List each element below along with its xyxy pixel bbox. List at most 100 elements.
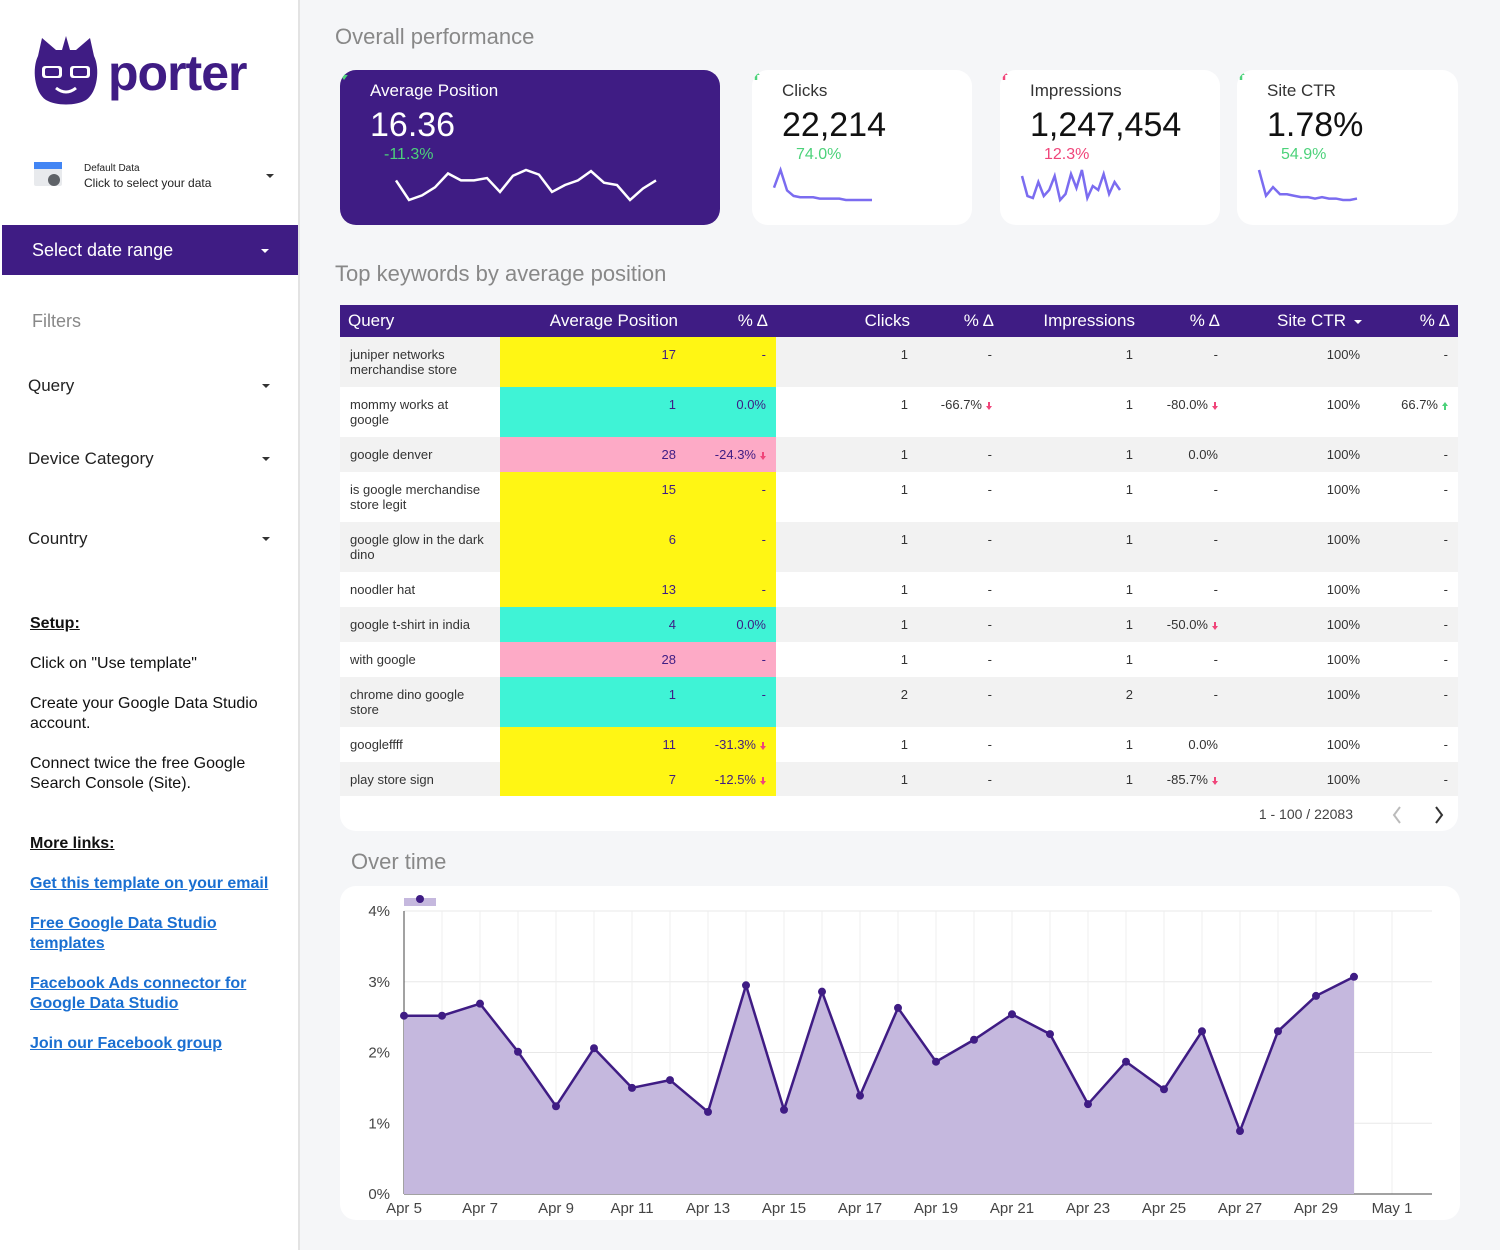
cell-text: - — [761, 582, 766, 597]
filter-dropdown[interactable]: Query — [28, 376, 278, 396]
pager-buttons[interactable] — [1390, 805, 1450, 825]
column-header[interactable]: Site CTR — [1228, 305, 1370, 337]
y-tick-label: 3% — [368, 974, 390, 991]
data-source-action[interactable]: Click to select your data — [84, 176, 212, 190]
table-cell: 1 — [1002, 762, 1143, 796]
cell-text: 1 — [1125, 652, 1133, 667]
table-cell: -31.3% — [686, 727, 776, 762]
arrow-down — [340, 70, 348, 80]
column-label: Site CTR — [1277, 311, 1346, 330]
kpi-label: Impressions — [1030, 81, 1122, 100]
dropdown-caret — [261, 249, 269, 253]
table-cell: 1 — [1002, 727, 1143, 762]
column-header[interactable]: % Δ — [918, 305, 1002, 337]
table-cell: - — [918, 727, 1002, 762]
point — [894, 1003, 902, 1012]
setup-step: Create your Google Data Studio account. — [30, 695, 258, 732]
column-header[interactable]: Impressions — [1002, 305, 1143, 337]
x-tick-label: Apr 19 — [914, 1200, 958, 1217]
kpi-card: Average Position 16.36 -11.3% — [340, 70, 720, 225]
cell-text: - — [1443, 482, 1448, 497]
cell-text: - — [761, 687, 766, 702]
table-cell: - — [686, 572, 776, 607]
cell-text: 1 — [900, 772, 908, 787]
cell-text: -12.5% — [714, 772, 756, 787]
cell-text: 0.0% — [1188, 447, 1218, 462]
arrow-shape — [1212, 401, 1218, 410]
kpi-card: Impressions 1,247,454 12.3% — [1000, 70, 1220, 225]
y-tick-label: 0% — [368, 1186, 390, 1203]
data-source-name: Default Data — [84, 163, 140, 174]
column-header[interactable]: Clicks — [776, 305, 918, 337]
column-header[interactable]: Average Position — [500, 305, 686, 337]
table-cell: google t-shirt in india — [340, 607, 500, 642]
point — [666, 1076, 674, 1085]
column-header[interactable]: % Δ — [1370, 305, 1458, 337]
table-cell: 100% — [1228, 677, 1370, 727]
table-cell: 100% — [1228, 387, 1370, 437]
cell-text: 17 — [661, 347, 676, 362]
cell-text: chrome dino google store — [350, 687, 465, 717]
table-cell: - — [686, 677, 776, 727]
date-range-button[interactable]: Select date range — [2, 225, 298, 275]
side-link[interactable]: Join our Facebook group — [30, 1035, 223, 1052]
cell-text: 100% — [1326, 447, 1360, 462]
arrow-down — [986, 401, 992, 410]
cell-text: 28 — [661, 447, 676, 462]
point — [704, 1107, 712, 1116]
table-cell: - — [1370, 642, 1458, 677]
cell-text: 100% — [1326, 687, 1360, 702]
x-tick-label: Apr 23 — [1066, 1200, 1110, 1217]
table-cell: 100% — [1228, 437, 1370, 472]
arrow-shape — [1237, 70, 1245, 80]
table-cell: 100% — [1228, 472, 1370, 522]
cell-text: -80.0% — [1166, 397, 1208, 412]
y-tick-label: 2% — [368, 1045, 390, 1062]
table-row: mommy works at google 1 0.0% 1 -66.7% 1 -80.0%… — [340, 387, 1458, 437]
side-link[interactable]: Get this template on your email — [30, 875, 269, 892]
side-link[interactable]: Facebook Ads connector for Google Data S… — [30, 975, 247, 1012]
filter-dropdown[interactable]: Device Category — [28, 449, 278, 469]
logo-text: porter — [108, 45, 247, 101]
table-cell: 1 — [1002, 437, 1143, 472]
table-rows: juniper networks merchandise store 17-1-1… — [340, 337, 1458, 796]
table-row: google t-shirt in india 4 0.0% 1 - 1 -50.0% 100… — [340, 607, 1458, 642]
point — [932, 1057, 940, 1066]
cell-text: 0.0% — [1188, 737, 1218, 752]
filters-title: Filters — [32, 311, 81, 331]
filter-label: Query — [28, 376, 75, 395]
column-header[interactable]: % Δ — [1143, 305, 1228, 337]
cell-text: - — [761, 347, 766, 362]
filter-label: Device Category — [28, 449, 154, 468]
table-cell: 0.0% — [686, 607, 776, 642]
column-label: % Δ — [963, 311, 994, 330]
point — [628, 1083, 636, 1092]
point — [970, 1035, 978, 1044]
side-link[interactable]: Free Google Data Studio templates — [30, 915, 217, 952]
cell-text: 1 — [900, 737, 908, 752]
point — [476, 999, 484, 1008]
point — [514, 1047, 522, 1056]
arrow-up — [1237, 70, 1245, 80]
cell-text: with google — [350, 652, 416, 667]
x-tick-label: May 1 — [1372, 1200, 1413, 1217]
table-cell: - — [1370, 337, 1458, 387]
table-cell: - — [918, 762, 1002, 796]
column-header[interactable]: % Δ — [686, 305, 776, 337]
table-cell: 1 — [776, 522, 918, 572]
kpi-card: Clicks 22,214 74.0% — [752, 70, 972, 225]
point — [552, 1102, 560, 1111]
column-header[interactable]: Query — [340, 305, 500, 337]
arrow-shape — [760, 451, 766, 460]
logo-icon — [34, 36, 98, 105]
table-cell: 1 — [1002, 387, 1143, 437]
cell-text: 1 — [1125, 482, 1133, 497]
table-cell: 2 — [776, 677, 918, 727]
arrow-down — [1212, 401, 1218, 410]
x-tick-label: Apr 13 — [686, 1200, 730, 1217]
table-row: is google merchandise store legit 15 - 1 - 1 -… — [340, 472, 1458, 522]
filter-dropdown[interactable]: Country — [28, 529, 278, 549]
table-cell: -50.0% — [1143, 607, 1228, 642]
line — [404, 975, 1355, 1135]
